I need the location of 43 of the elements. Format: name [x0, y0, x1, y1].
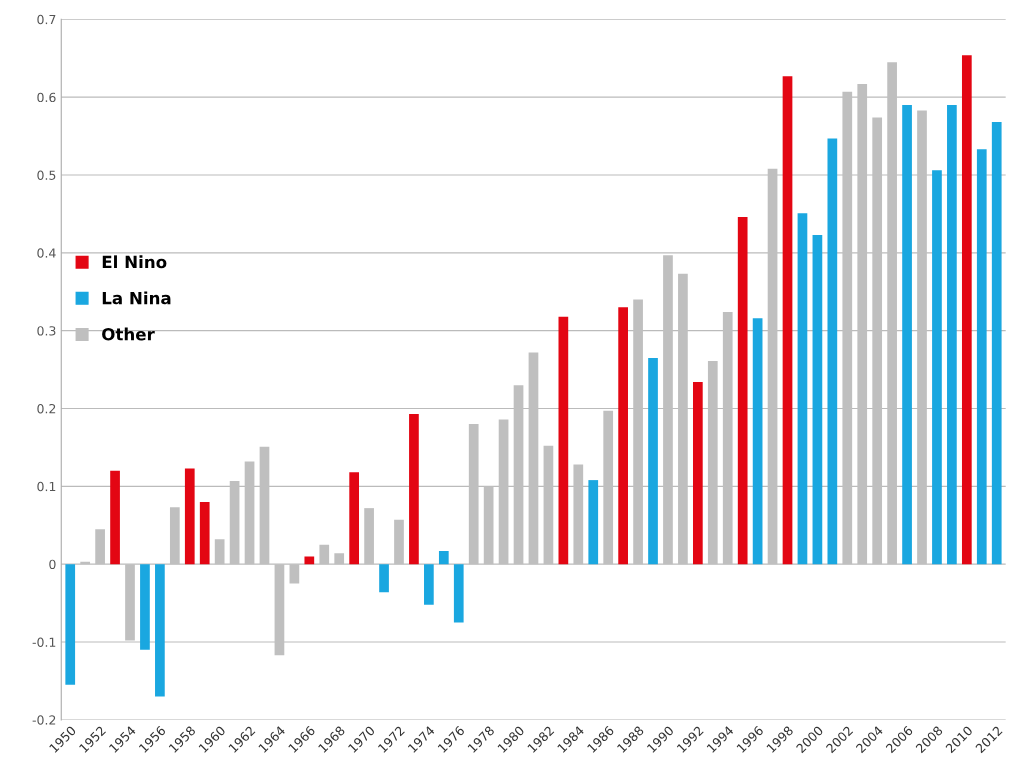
bar: [752, 318, 763, 565]
bar: [812, 234, 823, 565]
bar: [947, 104, 957, 565]
bar: [409, 413, 419, 565]
bar: [797, 213, 808, 565]
bar: [991, 122, 1002, 565]
bar: [199, 501, 210, 565]
bar: [737, 217, 748, 565]
bar: [932, 170, 942, 565]
bar: [65, 564, 76, 685]
bar: [827, 138, 838, 565]
bar: [648, 357, 658, 565]
y-tick-label: 0.2: [37, 403, 56, 414]
bar: [782, 76, 793, 565]
y-tick-label: 0: [49, 559, 56, 570]
bar: [184, 468, 195, 565]
legend-label: La Nina: [102, 291, 171, 305]
legend-label: Other: [102, 327, 155, 341]
y-tick-label: 0.4: [37, 248, 56, 258]
bar: [438, 550, 449, 565]
y-tick-label: 0.6: [37, 92, 56, 103]
bar: [140, 564, 150, 650]
y-tick-label: -0.2: [32, 715, 56, 725]
bar: [155, 564, 165, 697]
y-tick-label: 0.1: [37, 481, 56, 492]
bar: [902, 104, 912, 565]
y-tick-label: 0.5: [37, 170, 56, 180]
bar: [588, 480, 599, 565]
bar: [304, 556, 315, 565]
bar: [379, 564, 389, 593]
y-tick-label: 0.3: [37, 326, 56, 336]
bar: [349, 472, 360, 565]
bar: [110, 470, 120, 565]
bar: [424, 564, 434, 605]
bar: [961, 55, 972, 565]
bar: [692, 382, 703, 565]
bar: [558, 316, 569, 565]
bar: [453, 564, 464, 623]
legend-label: El Nino: [102, 255, 167, 269]
bar: [976, 149, 987, 565]
y-tick-label: 0.7: [37, 14, 56, 25]
bar: [618, 307, 628, 565]
y-tick-label: -0.1: [32, 637, 56, 647]
